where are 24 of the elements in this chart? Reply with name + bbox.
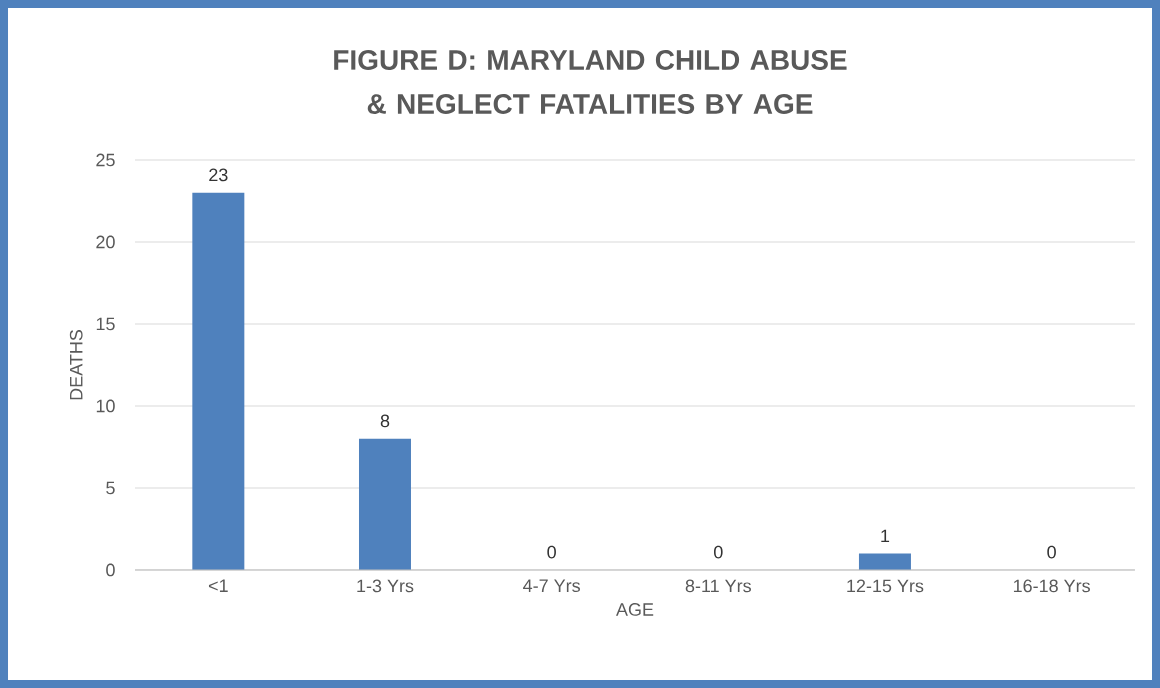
bar bbox=[358, 438, 411, 570]
data-label: 23 bbox=[209, 168, 228, 182]
y-tick-label: 5 bbox=[106, 481, 115, 495]
x-tick-label: 16-18 Yrs bbox=[1013, 579, 1090, 593]
x-tick-label: 1-3 Yrs bbox=[357, 579, 414, 593]
bar bbox=[192, 192, 245, 570]
y-tick-label: 10 bbox=[96, 399, 115, 413]
chart-title: FIGURE D: MARYLAND CHILD ABUSE & NEGLECT FATALITIES BY AGE bbox=[334, 50, 847, 114]
data-label: 1 bbox=[881, 529, 890, 543]
x-tick-label: 8-11 Yrs bbox=[685, 579, 751, 593]
x-tick-label: <1 bbox=[208, 579, 228, 592]
data-label: 8 bbox=[380, 414, 390, 428]
x-tick-label: 12-15 Yrs bbox=[847, 579, 924, 593]
x-tick-label: 4-7 Yrs bbox=[523, 579, 580, 593]
y-tick-label: 15 bbox=[96, 317, 115, 331]
data-label: 0 bbox=[714, 545, 723, 559]
y-axis-title: DEATHS bbox=[69, 329, 83, 400]
bar bbox=[858, 553, 911, 570]
y-tick-label: 20 bbox=[96, 235, 115, 249]
y-tick-label: 25 bbox=[96, 153, 115, 167]
x-axis-title: AGE bbox=[616, 603, 654, 616]
data-label: 0 bbox=[1047, 545, 1056, 559]
data-label: 0 bbox=[547, 545, 556, 559]
y-tick-label: 0 bbox=[106, 563, 115, 577]
